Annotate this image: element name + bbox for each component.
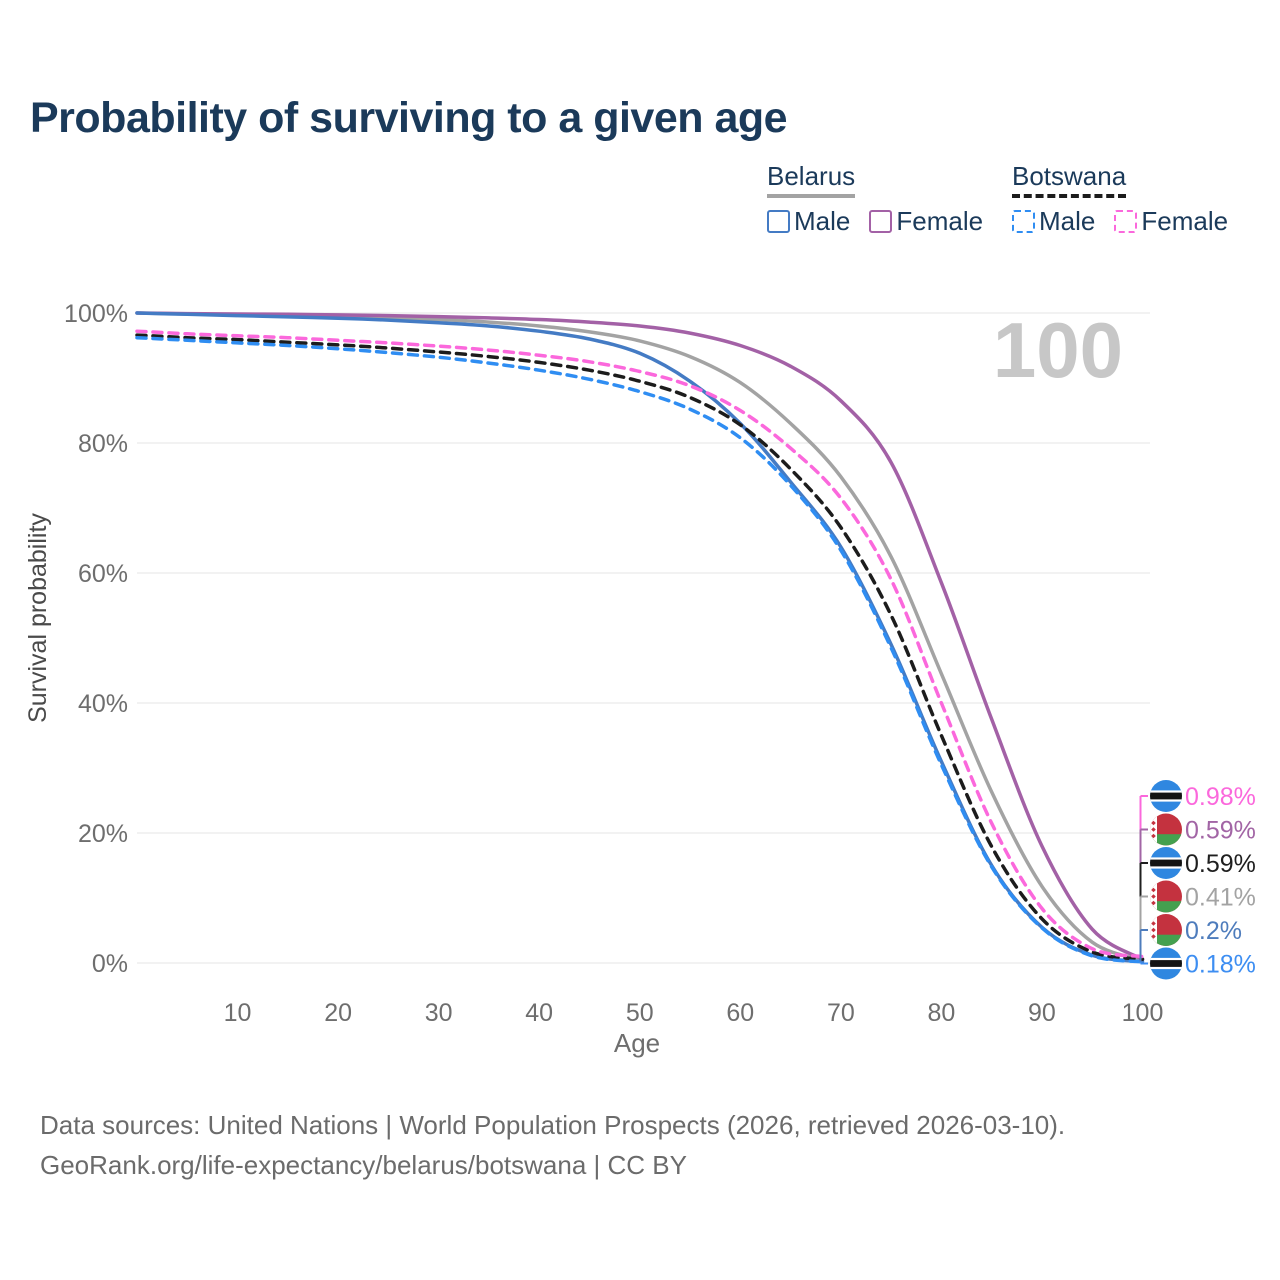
legend-items-belarus: Male Female <box>767 206 983 237</box>
legend-label-belarus-male: Male <box>794 206 851 236</box>
x-tick-label: 20 <box>324 999 352 1027</box>
botswana-flag-icon <box>1150 847 1182 879</box>
legend-item-belarus-female[interactable]: Female <box>869 206 983 237</box>
legend-label-belarus-female: Female <box>896 206 984 236</box>
line-botswana_female[interactable] <box>135 329 1145 959</box>
x-tick-label: 70 <box>827 999 855 1027</box>
line-botswana_total[interactable] <box>135 333 1145 961</box>
end-value-label: 0.59% <box>1185 850 1256 878</box>
y-tick-label: 100% <box>64 300 128 328</box>
x-tick-label: 60 <box>726 999 754 1027</box>
footer: Data sources: United Nations | World Pop… <box>40 1105 1065 1185</box>
y-axis-title: Survival probability <box>24 513 52 723</box>
line-belarus_male[interactable] <box>135 311 1145 964</box>
legend-title-botswana[interactable]: Botswana <box>1012 161 1127 198</box>
belarus-flag-icon <box>1150 813 1182 846</box>
end-value-label: 0.41% <box>1185 884 1256 912</box>
x-tick-label: 10 <box>224 999 252 1027</box>
checkbox-botswana-female[interactable] <box>1114 210 1138 233</box>
legend-title-belarus[interactable]: Belarus <box>767 161 856 198</box>
legend-items-botswana: Male Female <box>1012 206 1228 237</box>
end-value-label: 0.18% <box>1185 951 1256 979</box>
botswana-flag-icon <box>1150 780 1182 812</box>
legend-label-botswana-male: Male <box>1039 206 1096 236</box>
line-belarus_female[interactable] <box>135 311 1145 961</box>
page-title: Probability of surviving to a given age <box>30 94 788 142</box>
y-tick-label: 0% <box>92 950 128 978</box>
x-tick-label: 100 <box>1122 999 1164 1027</box>
checkbox-belarus-male[interactable] <box>767 210 790 233</box>
x-tick-label: 90 <box>1028 999 1056 1027</box>
y-tick-label: 40% <box>78 690 128 718</box>
current-age-watermark: 100 <box>993 306 1123 394</box>
belarus-flag-icon <box>1150 914 1182 946</box>
x-axis-title: Age <box>614 1028 660 1058</box>
x-tick-label: 30 <box>425 999 453 1027</box>
belarus-flag-icon <box>1150 880 1182 913</box>
checkbox-botswana-male[interactable] <box>1012 210 1035 233</box>
botswana-flag-icon <box>1150 947 1182 980</box>
x-tick-label: 50 <box>626 999 654 1027</box>
end-value-label: 0.2% <box>1185 917 1242 945</box>
legend-group-botswana: Botswana Male Female <box>1012 161 1228 237</box>
end-value-label: 0.98% <box>1185 783 1256 811</box>
x-tick-label: 80 <box>927 999 955 1027</box>
end-value-label: 0.59% <box>1185 817 1256 845</box>
legend-label-botswana-female: Female <box>1141 206 1229 236</box>
line-botswana_male[interactable] <box>135 335 1145 964</box>
footer-source-line: Data sources: United Nations | World Pop… <box>40 1110 1066 1140</box>
legend-item-botswana-female[interactable]: Female <box>1114 206 1228 237</box>
y-tick-label: 20% <box>78 820 128 848</box>
y-tick-label: 80% <box>78 430 128 458</box>
legend-item-belarus-male[interactable]: Male <box>767 206 850 237</box>
footer-attribution-line: GeoRank.org/life-expectancy/belarus/bots… <box>40 1150 687 1180</box>
x-tick-label: 40 <box>525 999 553 1027</box>
legend-group-belarus: Belarus Male Female <box>767 161 983 237</box>
legend-item-botswana-male[interactable]: Male <box>1012 206 1095 237</box>
checkbox-belarus-female[interactable] <box>869 210 893 233</box>
y-tick-label: 60% <box>78 560 128 588</box>
